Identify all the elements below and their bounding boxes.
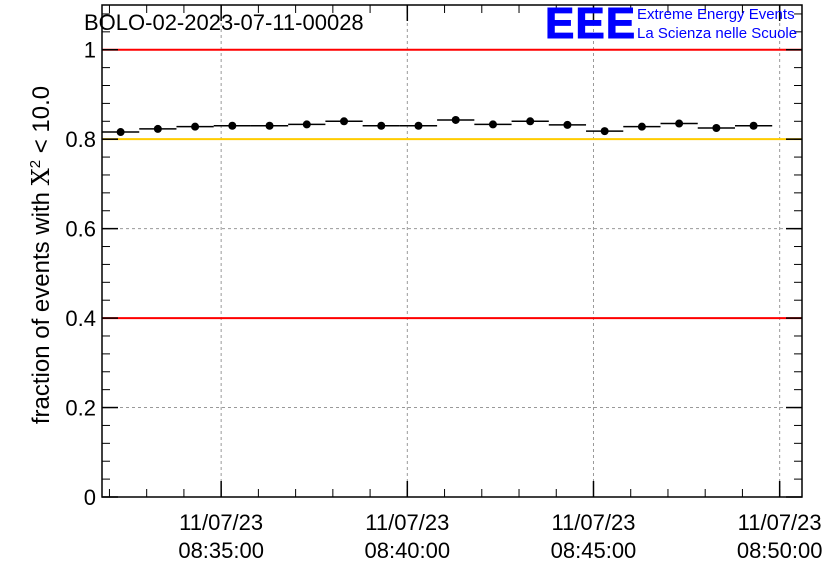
- chart-title: BOLO-02-2023-07-11-00028: [84, 10, 364, 35]
- data-point: [377, 121, 386, 130]
- y-axis: 0 0.2 0.4 0.6 0.8 1: [65, 13, 802, 510]
- data-point: [488, 120, 497, 129]
- data-point: [302, 120, 311, 129]
- data-point: [451, 115, 460, 124]
- x-tick-date-label: 11/07/23: [738, 510, 822, 535]
- data-point: [116, 128, 125, 137]
- data-point: [153, 124, 162, 133]
- data-point: [526, 117, 535, 126]
- data-point: [563, 120, 572, 129]
- y-tick-label: 1: [84, 38, 96, 63]
- y-axis-label-suffix: < 10.0: [28, 85, 55, 160]
- y-tick-label: 0: [84, 485, 96, 510]
- data-point: [340, 117, 349, 126]
- x-axis: 11/07/23 08:35:00 11/07/23 08:40:00 11/07/23…: [108, 5, 823, 563]
- y-axis-label-sup: 2: [27, 159, 44, 169]
- data-point: [675, 119, 684, 128]
- data-point: [265, 121, 274, 130]
- y-tick-label: 0.4: [65, 306, 96, 331]
- data-point: [414, 121, 423, 130]
- x-tick-date-label: 11/07/23: [179, 510, 263, 535]
- x-tick-time-label: 08:35:00: [178, 538, 264, 563]
- x-tick-time-label: 08:45:00: [551, 538, 637, 563]
- grid: [102, 5, 802, 497]
- data-point: [749, 121, 758, 130]
- y-tick-label: 0.6: [65, 217, 96, 242]
- plot-frame: [101, 4, 803, 498]
- data-point: [228, 121, 237, 130]
- eee-logo-mark: EEE: [544, 0, 637, 48]
- y-axis-label: fraction of events with X2 < 10.0: [27, 86, 56, 424]
- data-point: [712, 124, 721, 132]
- logo-line-1: Extreme Energy Events: [637, 6, 795, 23]
- y-axis-label-wrap: fraction of events with X2 < 10.0: [12, 0, 55, 572]
- reference-lines: [102, 48, 802, 320]
- y-axis-label-symbol: X: [27, 168, 55, 186]
- y-axis-label-prefix: fraction of events with: [28, 185, 55, 425]
- data-point: [191, 122, 200, 131]
- x-tick-date-label: 11/07/23: [365, 510, 449, 535]
- logo-line-2: La Scienza nelle Scuole: [637, 25, 798, 42]
- x-tick-date-label: 11/07/23: [551, 510, 635, 535]
- data-points: [102, 115, 773, 137]
- data-point: [600, 127, 609, 136]
- x-tick-time-label: 08:40:00: [364, 538, 450, 563]
- y-tick-label: 0.8: [65, 127, 96, 152]
- x-tick-time-label: 08:50:00: [737, 538, 823, 563]
- data-point: [637, 122, 646, 131]
- y-tick-label: 0.2: [65, 396, 96, 421]
